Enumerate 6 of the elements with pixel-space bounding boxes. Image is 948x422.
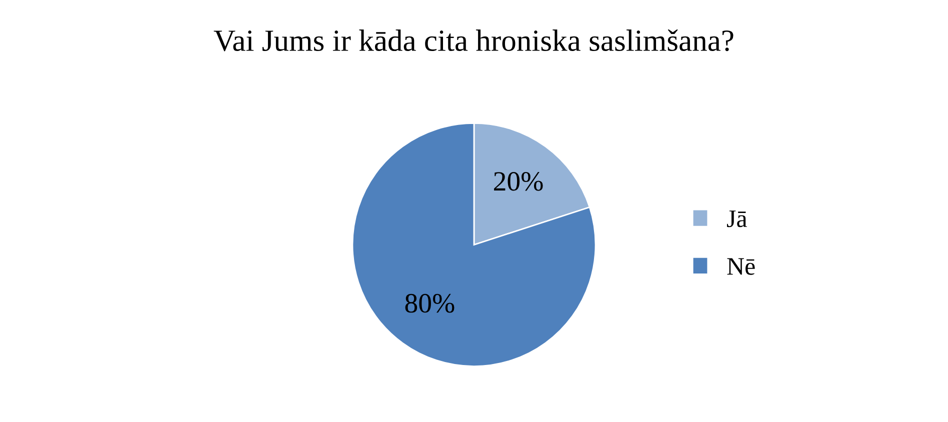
data-label: 80%	[405, 294, 454, 313]
legend-label: Nē	[727, 258, 755, 275]
chart-title: Vai Jums ir kāda cita hroniska saslimšana?	[214, 29, 734, 52]
pie-slice	[352, 122, 596, 367]
data-label: 20%	[494, 172, 543, 191]
legend-label: Jā	[727, 210, 747, 228]
